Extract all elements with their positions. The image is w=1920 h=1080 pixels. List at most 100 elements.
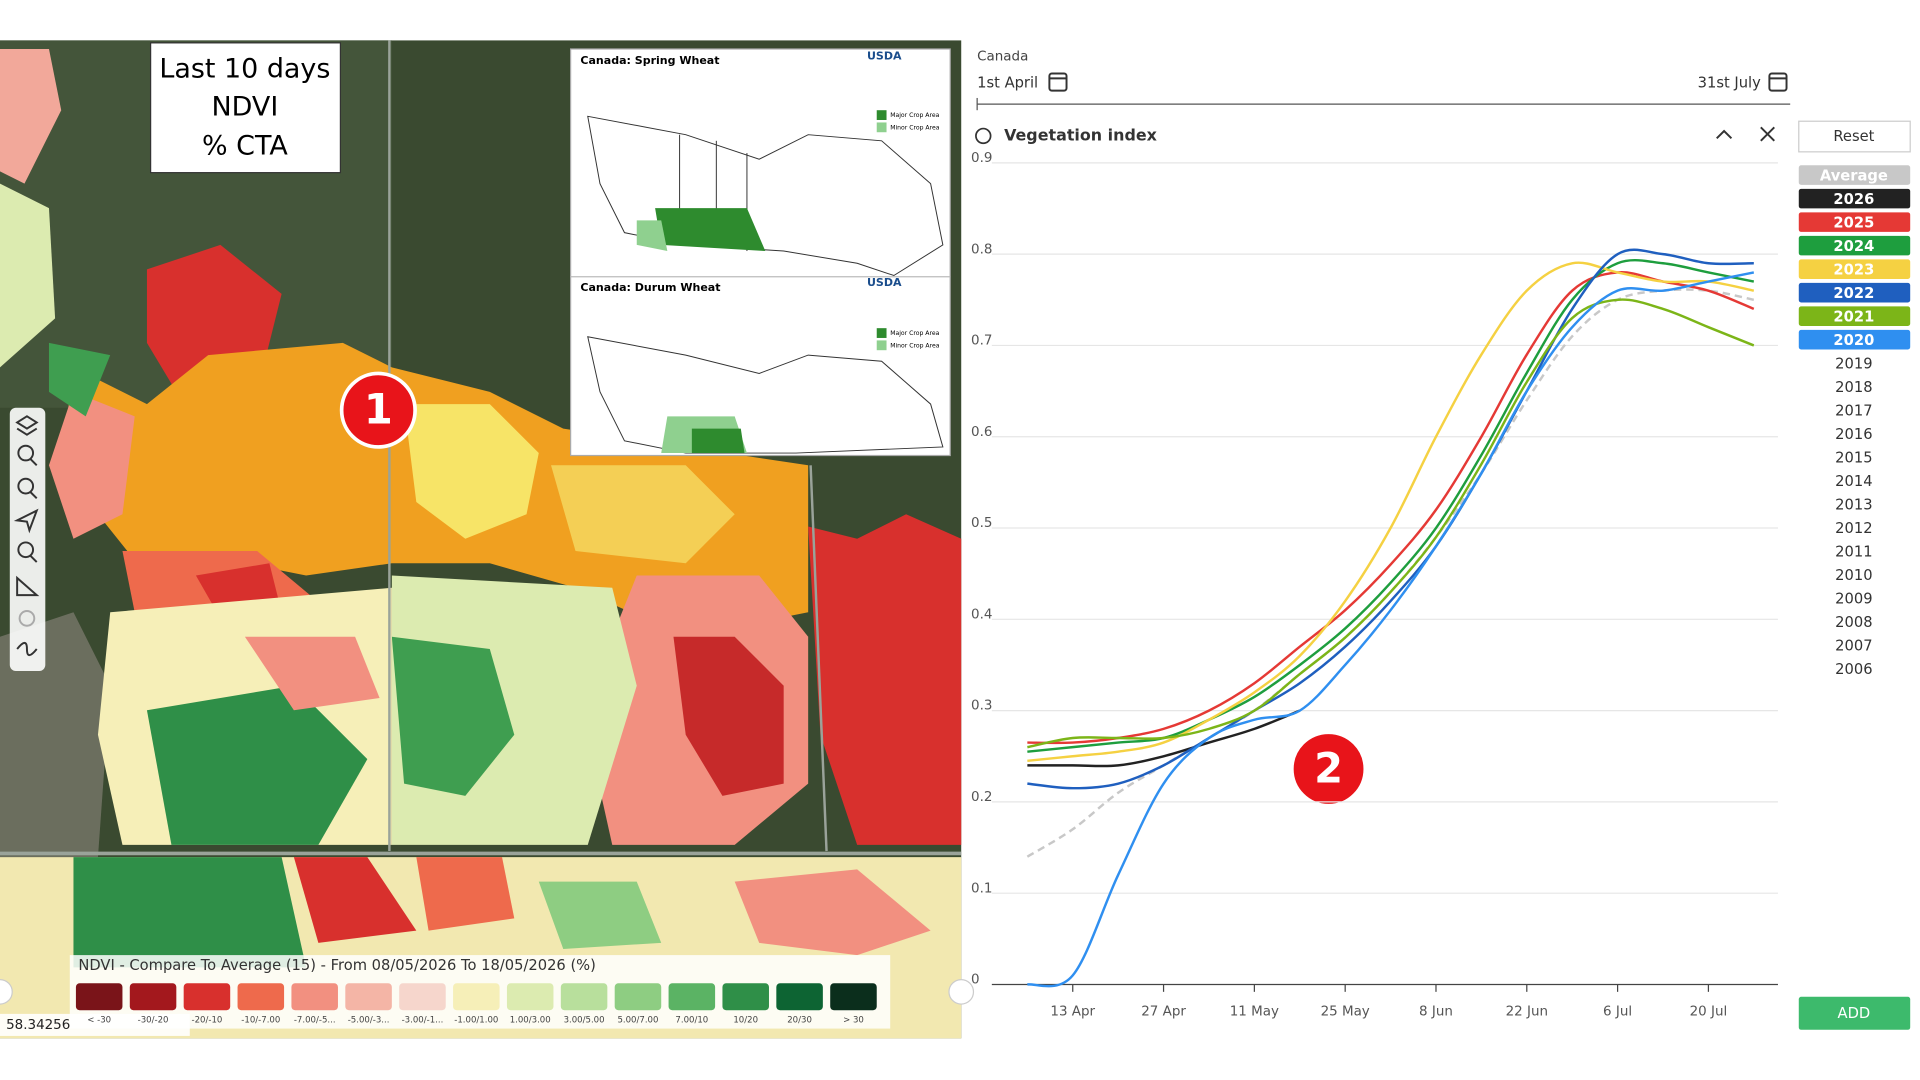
legend-label[interactable]: 2024 [1833,238,1874,255]
legend-swatch [560,983,608,1011]
legend-label[interactable]: Average [1820,167,1888,184]
legend-label: 3.00/5.00 [564,1016,605,1026]
reset-button[interactable]: Reset [1833,128,1874,145]
legend-label[interactable]: 2022 [1833,285,1874,302]
year-option[interactable]: 2013 [1835,496,1872,513]
year-option[interactable]: 2007 [1835,638,1872,655]
texts: Last 10 days NDVI % CTA 1 2 58.34256 NDV… [6,49,1875,1033]
year-option[interactable]: 2012 [1835,520,1872,537]
legend-button[interactable] [1798,329,1911,350]
legend-label: 5.00/7.00 [617,1016,658,1026]
overlay-text: NDVI [212,91,279,122]
x-tick-label: 27 Apr [1141,1004,1186,1019]
x-tick-label: 13 Apr [1050,1004,1095,1019]
year-option[interactable]: 2015 [1835,449,1872,466]
year-option[interactable]: 2019 [1835,355,1872,372]
inset-legend: Major Crop Area [890,112,939,119]
series-line [1027,248,1754,790]
y-tick-label: 0 [971,973,980,988]
legend-label: -30/-20 [138,1016,169,1026]
legend-label: -7.00/-5... [294,1016,336,1026]
legend-swatch [183,983,231,1011]
legend-label[interactable]: 2023 [1833,261,1874,278]
x-tick-label: 25 May [1321,1004,1370,1019]
legend-swatch [506,983,554,1011]
series-line [1027,271,1755,745]
y-tick-label: 0.2 [971,790,992,805]
start-date[interactable]: 1st April [977,74,1038,91]
legend-label: > 30 [843,1016,864,1026]
legend-label[interactable]: 2026 [1833,191,1874,208]
end-date[interactable]: 31st July [1698,74,1761,91]
agency: USDA [867,49,902,62]
x-tick-label: 8 Jun [1419,1004,1453,1019]
panel-title: Vegetation index [1004,125,1158,144]
y-tick-label: 0.6 [971,425,992,440]
overlay-text: % CTA [202,130,288,161]
legend-label: -10/-7.00 [241,1016,280,1026]
x-tick-label: 20 Jul [1690,1004,1728,1019]
legend-swatch [345,983,392,1011]
year-option[interactable]: 2008 [1835,614,1872,631]
legend-button[interactable] [1798,212,1911,232]
series-line [1027,709,1301,768]
series-line [1027,271,1755,988]
marker: 1 [364,385,393,434]
legend-label: -20/-10 [192,1016,223,1026]
marker: 2 [1314,743,1343,792]
legend-label: -1.00/1.00 [454,1016,498,1026]
year-option[interactable]: 2010 [1835,567,1872,584]
legend-title: NDVI - Compare To Average (15) - From 08… [78,957,596,974]
y-tick-label: 0.1 [971,881,992,896]
legend-label: 20/30 [787,1016,812,1026]
x-tick-label: 11 May [1230,1004,1279,1019]
coordinates: 58.34256 [6,1018,70,1033]
legend-label: 1.00/3.00 [510,1016,551,1026]
legend-label[interactable]: 2025 [1833,214,1874,231]
y-tick-label: 0.4 [971,607,992,622]
legend-swatch [237,983,285,1011]
x-tick-label: 22 Jun [1506,1004,1548,1019]
legend-label[interactable]: 2021 [1833,308,1874,325]
legend-button[interactable] [1798,306,1911,326]
legend-label: < -30 [87,1016,111,1026]
series-line [1027,258,1755,753]
series-line [1027,298,1755,749]
legend-button[interactable] [1798,188,1911,209]
inset-legend: Major Crop Area [890,330,939,337]
series-line [1026,288,1755,858]
legend-button[interactable] [1798,235,1911,256]
y-tick-label: 0.5 [971,516,992,531]
year-option[interactable]: 2017 [1835,402,1872,419]
legend-label[interactable]: 2020 [1833,332,1874,349]
legend-swatch [830,983,877,1011]
legend-swatch [129,983,177,1011]
legend-button[interactable] [1798,259,1911,279]
legend-button[interactable] [1798,282,1911,303]
y-tick-label: 0.3 [971,699,992,714]
agency: USDA [867,276,902,289]
legend-swatch [668,983,716,1011]
y-tick-label: 0.7 [971,334,992,349]
year-option[interactable]: 2018 [1835,379,1872,396]
map [0,40,1911,1039]
legend-label: 10/20 [733,1016,758,1026]
add-button[interactable]: ADD [1838,1005,1871,1022]
y-tick-label: 0.8 [971,242,992,257]
x-tick-label: 6 Jul [1603,1004,1632,1019]
series-line [1027,261,1755,763]
legend-swatch [614,983,662,1011]
inset-legend: Minor Crop Area [890,124,940,131]
legend-button[interactable] [1798,165,1911,185]
legend-swatch [291,983,338,1011]
year-option[interactable]: 2016 [1835,426,1872,443]
year-option[interactable]: 2014 [1835,473,1872,490]
year-option[interactable]: 2009 [1835,591,1872,608]
legend-swatch [722,983,769,1011]
inset-title: Canada: Spring Wheat [580,54,720,67]
year-option[interactable]: 2011 [1835,543,1872,560]
legend-label: -3.00/-1... [402,1016,444,1026]
year-option[interactable]: 2006 [1835,661,1872,678]
